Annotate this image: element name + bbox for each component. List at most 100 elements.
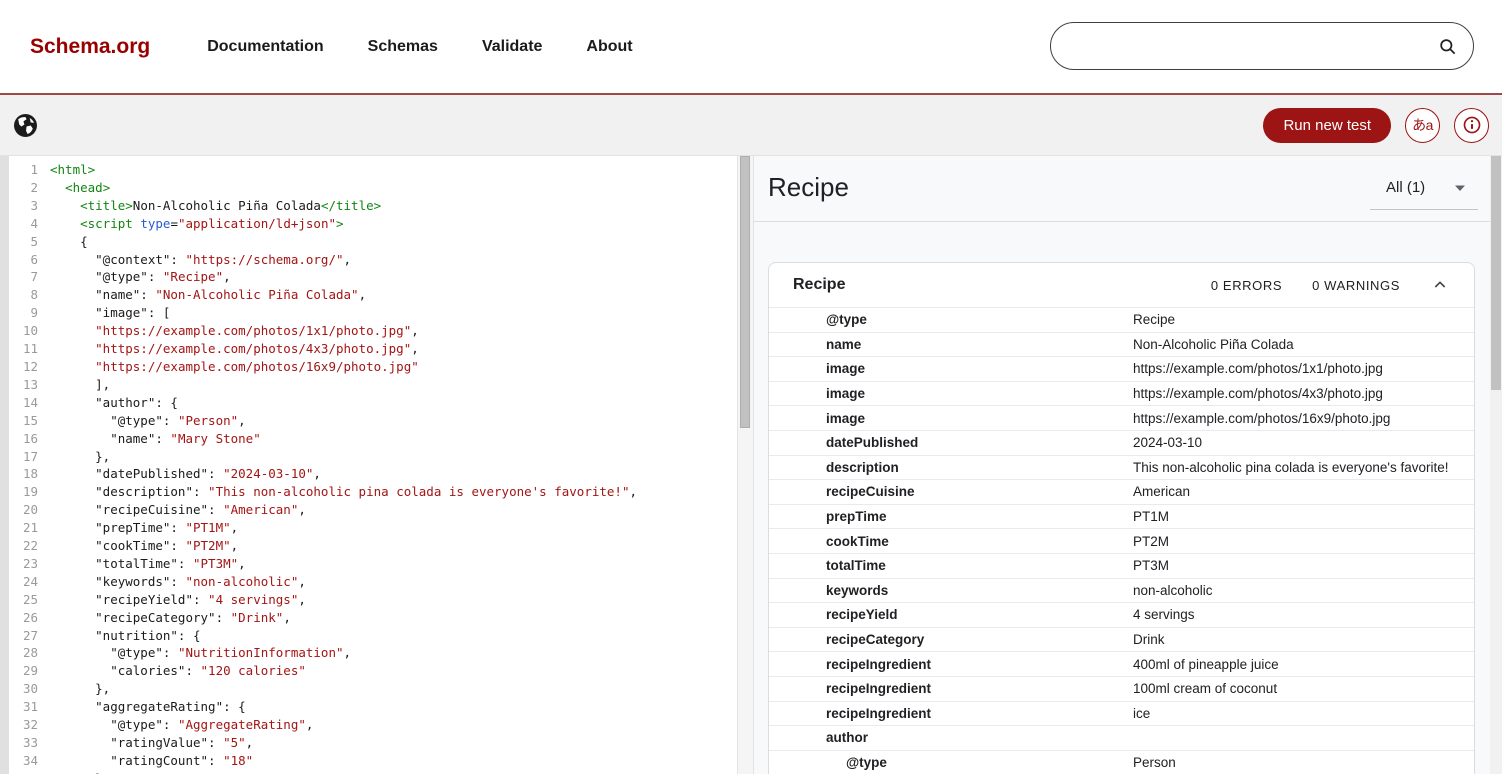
line-number: 4 [30,215,38,231]
table-row[interactable]: recipeIngredient ice [769,702,1474,727]
search-box [1050,22,1474,70]
code-line: 30 }, [0,680,737,698]
table-row[interactable]: image https://example.com/photos/16x9/pho… [769,406,1474,431]
code-line: 5 { [0,233,737,251]
property-value: https://example.com/photos/4x3/photo.jpg [1133,386,1383,402]
results-header: Recipe All (1) [754,156,1490,222]
panel-divider [737,156,754,774]
main-nav: Documentation Schemas Validate About [207,38,632,56]
table-row[interactable]: image https://example.com/photos/4x3/phot… [769,382,1474,407]
line-number: 17 [22,448,38,464]
code-line: 21 "prepTime": "PT1M", [0,519,737,537]
code-line: 28 "@type": "NutritionInformation", [0,644,737,662]
test-toolbar: Run new test あa [0,93,1502,156]
code-line: 9 "image": [ [0,304,737,322]
table-row[interactable]: author [769,726,1474,751]
code-line: 11 "https://example.com/photos/4x3/photo… [0,340,737,358]
table-row[interactable]: name Non-Alcoholic Piña Colada [769,333,1474,358]
results-filter-dropdown[interactable]: All (1) [1370,166,1478,210]
table-row[interactable]: datePublished 2024-03-10 [769,431,1474,456]
info-icon [1461,114,1483,136]
line-number: 11 [22,341,38,357]
line-number: 32 [22,717,38,733]
property-name: recipeIngredient [826,656,932,672]
table-row[interactable]: recipeCuisine American [769,480,1474,505]
collapse-card-button[interactable] [1430,275,1450,295]
table-row[interactable]: totalTime PT3M [769,554,1474,579]
property-value: 400ml of pineapple juice [1133,656,1279,672]
run-new-test-button[interactable]: Run new test [1263,107,1391,143]
line-number: 33 [22,735,38,750]
table-row[interactable]: recipeCategory Drink [769,628,1474,653]
code-line: 12 "https://example.com/photos/16x9/phot… [0,358,737,376]
property-name: cookTime [826,533,889,549]
property-name: prepTime [826,509,887,525]
code-line: 24 "keywords": "non-alcoholic", [0,573,737,591]
results-scrollbar-thumb[interactable] [1491,156,1501,390]
table-row[interactable]: recipeIngredient 100ml cream of coconut [769,677,1474,702]
code-line: 27 "nutrition": { [0,627,737,645]
info-button[interactable] [1454,107,1489,143]
line-number: 6 [30,251,38,267]
line-number: 7 [30,269,38,285]
line-number: 22 [22,538,38,554]
table-row[interactable]: @type Person [769,751,1474,774]
property-value: 4 servings [1133,607,1195,623]
code-editor-panel[interactable]: 1 <html> 2 <head> 3 <title>Non-Alcoholic Pi… [0,156,737,774]
line-number: 2 [30,179,38,195]
line-number: 1 [30,162,38,177]
table-row[interactable]: keywords non-alcoholic [769,579,1474,604]
property-name: recipeIngredient [826,681,932,697]
nav-item-documentation[interactable]: Documentation [207,37,324,55]
property-name: keywords [826,582,889,598]
code-line: 1 <html> [0,161,737,179]
table-row[interactable]: prepTime PT1M [769,505,1474,530]
line-number: 19 [22,484,38,500]
code-line: 29 "calories": "120 calories" [0,662,737,680]
property-value: https://example.com/photos/1x1/photo.jpg [1133,361,1383,377]
property-value: ice [1133,705,1151,721]
search-input[interactable] [1051,23,1438,69]
language-button[interactable]: あa [1405,107,1440,143]
errors-count: 0 ERRORS [1210,277,1283,293]
table-row[interactable]: recipeIngredient 400ml of pineapple juice [769,652,1474,677]
results-scrollbar [1490,156,1502,774]
nav-item-schemas[interactable]: Schemas [367,37,438,55]
property-name: datePublished [826,435,919,451]
code-scrollbar-thumb[interactable] [740,156,750,428]
property-name: recipeYield [826,607,898,623]
code-line: 34 "ratingCount": "18" [0,752,737,770]
content-area: 1 <html> 2 <head> 3 <title>Non-Alcoholic Pi… [0,156,1502,774]
code-line: 33 "ratingValue": "5", [0,734,737,752]
line-number: 8 [30,287,38,303]
table-row[interactable]: recipeYield 4 servings [769,603,1474,628]
property-name: recipeCategory [826,632,925,648]
code-line: 25 "recipeYield": "4 servings", [0,591,737,609]
code-line: 32 "@type": "AggregateRating", [0,716,737,734]
line-number: 29 [22,663,38,679]
line-number: 25 [22,591,38,607]
code-line: 13 ], [0,376,737,394]
property-name: description [826,459,899,475]
nav-item-validate[interactable]: Validate [481,37,543,55]
nav-item-about[interactable]: About [586,37,633,55]
code-line: 2 <head> [0,179,737,197]
card-header-right: 0 ERRORS 0 WARNINGS [1211,275,1450,295]
property-value: non-alcoholic [1133,582,1213,598]
search-button[interactable] [1438,37,1457,56]
table-row[interactable]: image https://example.com/photos/1x1/phot… [769,357,1474,382]
property-value: PT1M [1133,509,1170,525]
table-row[interactable]: description This non-alcoholic pina colad… [769,456,1474,481]
table-row[interactable]: cookTime PT2M [769,529,1474,554]
site-header: Schema.org Documentation Schemas Validate A… [0,0,1502,93]
schema-org-logo[interactable]: Schema.org [30,34,151,58]
property-name: @type [826,312,867,328]
property-value: https://example.com/photos/16x9/photo.jp… [1133,410,1391,426]
code-line: 7 "@type": "Recipe", [0,268,737,286]
code-line: 6 "@context": "https://schema.org/", [0,251,737,269]
table-row[interactable]: @type Recipe [769,308,1474,333]
line-number: 27 [22,627,38,643]
code-line: 18 "datePublished": "2024-03-10", [0,465,737,483]
property-value: 100ml cream of coconut [1133,681,1278,697]
